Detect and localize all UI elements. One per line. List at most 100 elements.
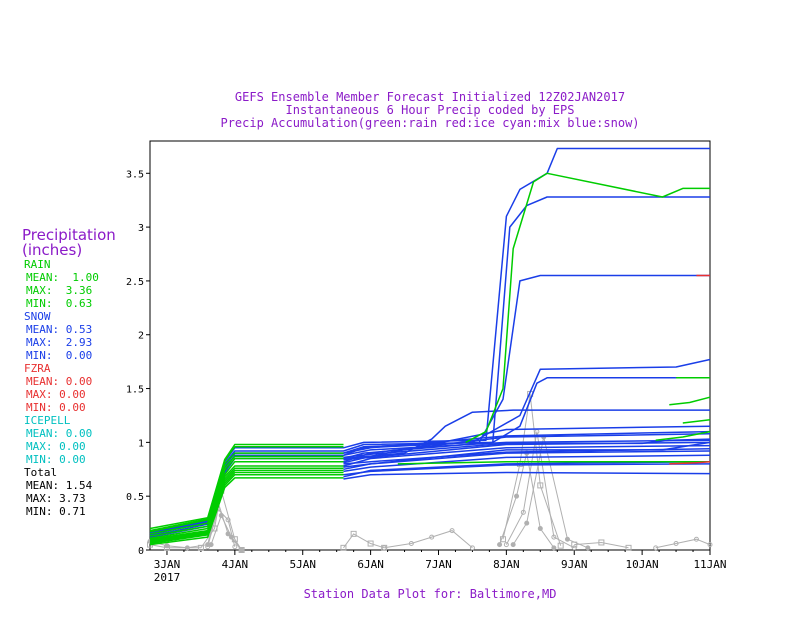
legend-min-fzra: MIN: 0.00 [26,401,86,414]
snow-accumulation-series-8 [343,450,711,471]
legend-mean-total: MEAN: 1.54 [26,479,93,492]
instantaneous-point [673,541,679,547]
instantaneous-point [585,545,591,551]
x-tick-label: 4JAN [222,558,249,571]
instantaneous-point [469,545,475,551]
x-tick-label: 7JAN [425,558,452,571]
rain-accumulation-series-37 [682,419,711,424]
instantaneous-point [557,542,564,549]
legend-mean-fzra: MEAN: 0.00 [26,375,93,388]
rain-accumulation-series-33 [397,460,710,465]
instantaneous-point [503,542,509,548]
legend-max-snow: MAX: 2.93 [26,336,93,349]
snow-accumulation-series-13 [343,471,711,480]
x-tick-label: 9JAN [561,558,588,571]
y-tick-label: 2.5 [126,277,144,288]
instantaneous-point [571,541,578,548]
legend-units: (inches) [22,241,83,259]
instantaneous-point [537,482,544,489]
legend-mean-icepell: MEAN: 0.00 [26,427,93,440]
rain-accumulation-series-27 [149,473,344,545]
instantaneous-point [232,544,238,550]
legend-group-name-fzra: FZRA [24,362,51,375]
instantaneous-point [510,542,516,548]
rain-accumulation-series-29 [149,452,344,533]
instantaneous-point [514,493,520,499]
snow-accumulation-series-11 [343,454,711,473]
snow-accumulation-series-1 [149,196,710,536]
instantaneous-point [625,544,632,551]
instantaneous-series-3 [210,514,242,551]
instantaneous-point [225,517,231,523]
instantaneous-series-10 [574,541,629,549]
instantaneous-point [350,530,357,537]
rain-accumulation-series-31 [149,457,344,537]
rain-accumulation-series-23 [149,465,344,540]
instantaneous-point [205,544,211,550]
legend-heading: Precipitation [22,226,116,244]
snow-accumulation-series-12 [343,430,711,454]
legend-min-total: MIN: 0.71 [26,505,86,518]
legend-min-rain: MIN: 0.63 [26,297,93,310]
rain-accumulation-series-35 [669,396,711,406]
instantaneous-point [381,545,387,551]
instantaneous-point [163,544,170,551]
instantaneous-point [653,545,659,551]
x-tick-label: 11JAN [693,558,726,571]
y-tick-label: 0.5 [126,492,144,503]
chart-title-line-2: Instantaneous 6 Hour Precip coded by EPS [285,103,575,117]
instantaneous-point [497,542,503,548]
x-tick-label: 3JAN [154,558,181,571]
instantaneous-point [520,509,526,515]
x-tick-label: 6JAN [357,558,384,571]
instantaneous-point [707,542,713,548]
instantaneous-point [551,534,557,540]
instantaneous-point [340,544,347,551]
instantaneous-series-1 [149,490,243,551]
instantaneous-point [197,544,204,551]
instantaneous-point [408,541,414,547]
snow-accumulation-series-10 [343,439,711,457]
legend-mean-snow: MEAN: 0.53 [26,323,93,336]
instantaneous-point [239,547,245,553]
legend-group-name-snow: SNOW [24,310,51,323]
x-tick-label: 8JAN [493,558,520,571]
instantaneous-point [598,539,605,546]
legend-min-snow: MIN: 0.00 [26,349,93,362]
instantaneous-point [429,534,435,540]
legend-max-rain: MAX: 3.36 [26,284,93,297]
rain-accumulation-series-32 [465,172,710,444]
instantaneous-point [693,536,699,542]
y-tick-label: 0 [138,546,144,557]
instantaneous-point [499,536,506,543]
instantaneous-point [571,545,577,551]
snow-accumulation-series-14 [343,425,711,464]
instantaneous-point [449,528,455,534]
x-tick-label: 10JAN [626,558,659,571]
instantaneous-point [524,520,530,526]
legend-group-name-rain: RAIN [24,258,51,271]
ice-accumulation-series-39 [669,460,711,465]
rain-accumulation-series-22 [149,460,344,539]
snow-accumulation-series-17 [343,463,711,476]
instantaneous-series-8 [505,431,575,549]
rain-accumulation-series-26 [149,471,344,544]
x-year-label: 2017 [154,571,181,584]
rain-accumulation-series-30 [149,455,344,535]
instantaneous-point [208,542,214,548]
legend-max-icepell: MAX: 0.00 [26,440,86,453]
y-tick-label: 3 [138,223,144,234]
y-tick-label: 1.5 [126,385,144,396]
station-footer: Station Data Plot for: Baltimore,MD [303,587,557,601]
instantaneous-point [228,534,234,540]
snow-accumulation-series-7 [343,433,711,463]
instantaneous-series-5 [384,530,473,549]
y-tick-label: 3.5 [126,169,144,180]
legend-group-name-total: Total [24,466,58,479]
instantaneous-series-11 [655,538,711,549]
plot-frame [149,140,711,551]
instantaneous-series-4 [343,533,385,549]
instantaneous-point [551,545,557,551]
y-tick-label: 1 [138,438,144,449]
